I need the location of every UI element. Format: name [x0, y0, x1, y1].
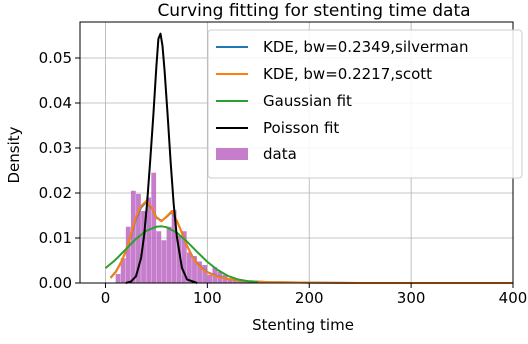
- histogram-bar: [227, 279, 233, 283]
- legend-label-kde-scott: KDE, bw=0.2217,scott: [263, 65, 432, 83]
- y-tick-label: 0.01: [39, 229, 72, 247]
- histogram-bar: [130, 190, 136, 283]
- legend-label-kde-silverman: KDE, bw=0.2349,silverman: [263, 38, 468, 56]
- x-tick-label: 300: [397, 289, 426, 307]
- histogram-bar: [146, 197, 152, 283]
- histogram-bar: [120, 258, 126, 283]
- x-tick-label: 400: [499, 289, 528, 307]
- legend-swatch-data: [216, 148, 248, 160]
- histogram-bar: [197, 261, 202, 283]
- x-tick-label: 200: [295, 289, 324, 307]
- x-tick-label: 100: [193, 289, 222, 307]
- y-tick-label: 0.00: [39, 274, 72, 292]
- legend: KDE, bw=0.2349,silverman KDE, bw=0.2217,…: [207, 29, 523, 179]
- y-tick-label: 0.03: [39, 139, 72, 157]
- histogram-bar: [207, 274, 213, 283]
- histogram-bar: [136, 193, 141, 283]
- series-line-poisson-fit: [125, 32, 198, 284]
- y-axis-label: Density: [5, 126, 23, 183]
- histogram-bar: [156, 231, 162, 283]
- histogram-bar: [192, 256, 197, 283]
- legend-label-poisson: Poisson fit: [263, 119, 339, 137]
- legend-box: [207, 29, 523, 179]
- histogram-bar: [232, 280, 238, 283]
- histogram-bar: [186, 252, 192, 283]
- x-axis-label: Stenting time: [252, 316, 354, 334]
- histogram-bar: [166, 226, 172, 283]
- y-tick-label: 0.04: [39, 94, 72, 112]
- x-tick-label: 0: [101, 289, 111, 307]
- histogram-bar: [115, 274, 121, 283]
- histogram-bar: [125, 226, 131, 283]
- histogram-bar: [202, 265, 208, 283]
- histogram-bar: [237, 281, 248, 283]
- plot-area: [104, 32, 513, 284]
- legend-label-gaussian: Gaussian fit: [263, 92, 352, 110]
- y-tick-label: 0.05: [39, 49, 72, 67]
- histogram-bar: [161, 240, 167, 283]
- y-tick-label: 0.02: [39, 184, 72, 202]
- legend-label-data: data: [263, 145, 297, 163]
- ticks: 0 100 200 300 400 0.00 0.01 0.02 0.03 0.04 0.05: [39, 49, 528, 307]
- histogram-bar: [176, 235, 182, 283]
- histogram-bar: [171, 210, 177, 283]
- chart-title: Curving fitting for stenting time data: [157, 1, 470, 21]
- histogram-bar: [181, 231, 187, 283]
